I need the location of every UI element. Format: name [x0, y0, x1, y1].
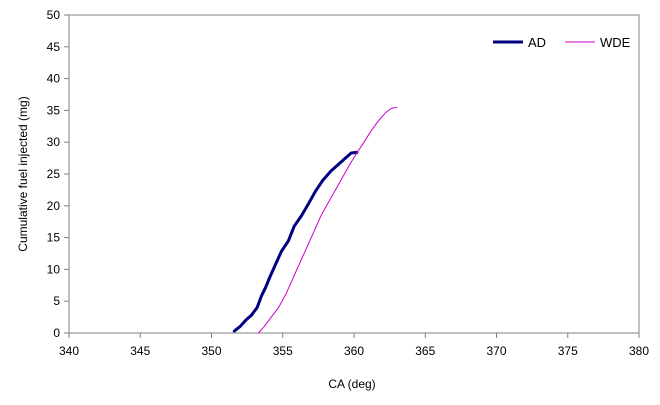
- x-tick-label: 370: [486, 344, 506, 358]
- y-axis-title: Cumulative fuel injected (mg): [16, 96, 30, 251]
- legend-label-ad: AD: [528, 35, 546, 50]
- y-tick-label: 0: [53, 326, 60, 340]
- y-tick-label: 30: [47, 135, 61, 149]
- y-tick-label: 20: [47, 199, 61, 213]
- legend-label-wde: WDE: [600, 35, 631, 50]
- x-tick-label: 350: [201, 344, 221, 358]
- y-tick-label: 5: [53, 294, 60, 308]
- x-tick-label: 360: [344, 344, 364, 358]
- x-axis-title: CA (deg): [328, 377, 375, 391]
- x-axis: 340 345 350 355 360 365 370 375 380: [59, 333, 649, 358]
- plot-area: [68, 14, 640, 334]
- y-tick-label: 45: [47, 40, 61, 54]
- y-axis: 0 5 10 15 20 25 30 35 40 45 50: [47, 8, 69, 340]
- x-tick-label: 365: [415, 344, 435, 358]
- y-tick-label: 50: [47, 8, 61, 22]
- legend: AD WDE: [493, 35, 631, 50]
- series-line-wde: [258, 106, 398, 334]
- y-tick-label: 15: [47, 231, 61, 245]
- y-tick-label: 10: [47, 262, 61, 276]
- x-tick-label: 340: [59, 344, 79, 358]
- series-layer: [232, 106, 398, 334]
- y-tick-label: 40: [47, 72, 61, 86]
- x-tick-label: 355: [273, 344, 293, 358]
- y-tick-label: 35: [47, 103, 61, 117]
- x-tick-label: 345: [130, 344, 150, 358]
- x-tick-label: 375: [558, 344, 578, 358]
- series-line-ad: [232, 150, 359, 333]
- y-tick-label: 25: [47, 167, 61, 181]
- x-tick-label: 380: [629, 344, 649, 358]
